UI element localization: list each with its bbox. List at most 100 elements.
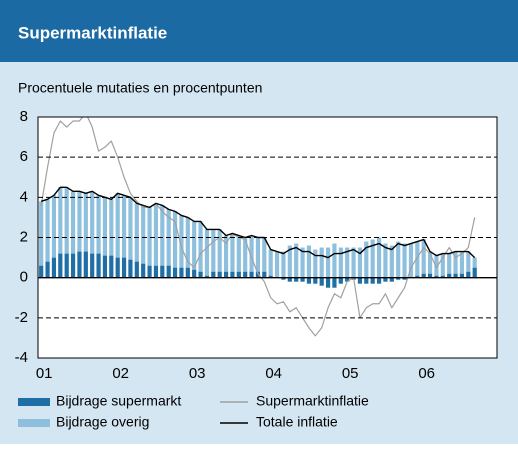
bar <box>70 253 76 278</box>
legend-label: Totale inflatie <box>256 414 338 430</box>
bar <box>128 197 133 260</box>
bar <box>236 271 241 278</box>
bar <box>128 259 133 278</box>
bar <box>466 271 471 278</box>
bar <box>121 195 127 258</box>
bar <box>102 197 108 256</box>
bar <box>345 277 350 282</box>
chart-title: Supermarktinflatie <box>18 23 167 42</box>
legend-label: Bijdrage supermarkt <box>56 393 181 409</box>
y-tick-label: -4 <box>15 349 28 366</box>
bar <box>364 241 369 278</box>
bar <box>83 251 88 278</box>
y-tick-label: 6 <box>20 148 28 165</box>
bar <box>274 251 280 278</box>
bar <box>447 273 452 278</box>
bar <box>281 277 286 280</box>
bar <box>319 247 324 278</box>
line-series <box>40 117 476 337</box>
x-tick-label: 04 <box>265 365 282 382</box>
bar <box>134 203 139 262</box>
bar <box>249 235 254 272</box>
header <box>0 0 518 62</box>
bar <box>153 203 159 266</box>
bar <box>383 277 388 282</box>
bar <box>204 229 210 276</box>
chart-subtitle: Procentuele mutaties en procentpunten <box>18 80 262 96</box>
bar <box>325 277 331 288</box>
bar <box>364 277 369 284</box>
bar <box>90 191 95 254</box>
bar <box>421 273 426 278</box>
bar <box>115 193 120 258</box>
bar <box>160 205 165 266</box>
bar <box>77 251 82 278</box>
x-tick-label: 05 <box>342 365 359 382</box>
bar <box>45 261 50 278</box>
bar <box>396 277 401 280</box>
bar <box>389 277 394 282</box>
bar <box>255 237 261 272</box>
bar <box>287 245 292 278</box>
bar <box>427 251 433 274</box>
bar <box>198 221 203 272</box>
bar <box>39 265 44 278</box>
bar <box>300 277 305 282</box>
legend-swatch <box>18 398 50 406</box>
y-tick-label: 4 <box>20 188 28 205</box>
bar <box>51 257 57 278</box>
bar <box>185 217 190 268</box>
bar <box>172 211 178 268</box>
bar <box>39 201 44 266</box>
bar <box>357 277 363 284</box>
bar <box>249 271 254 278</box>
bar <box>243 271 248 278</box>
bar <box>453 273 458 278</box>
x-tick-label: 02 <box>112 365 129 382</box>
bar <box>64 253 69 278</box>
legend-swatch <box>18 419 50 427</box>
bar <box>141 205 146 264</box>
bar <box>58 187 63 254</box>
bar <box>434 275 439 278</box>
bar <box>96 195 101 254</box>
bar <box>434 255 439 276</box>
bar <box>313 249 318 278</box>
bar <box>268 249 273 276</box>
bar <box>223 271 229 278</box>
bar <box>427 273 433 278</box>
bar <box>185 267 190 278</box>
bar <box>109 255 114 278</box>
bar <box>332 243 337 278</box>
bar <box>338 247 343 278</box>
bar <box>472 257 477 268</box>
bar <box>90 253 95 278</box>
bar <box>198 271 203 278</box>
bar <box>306 245 312 278</box>
bar <box>313 277 318 284</box>
bar <box>121 257 127 278</box>
x-tick-label: 01 <box>36 365 53 382</box>
bar <box>51 195 57 258</box>
bar <box>83 193 88 252</box>
bar <box>204 275 210 278</box>
bar <box>70 191 76 254</box>
bar <box>402 277 407 280</box>
legend-label: Supermarktinflatie <box>256 393 369 409</box>
bar <box>357 247 363 278</box>
bar <box>332 277 337 288</box>
bar <box>319 277 324 286</box>
bar <box>166 265 171 278</box>
bar <box>230 271 235 278</box>
bar <box>447 253 452 274</box>
bar <box>147 265 152 278</box>
bar <box>160 265 165 278</box>
bar <box>223 235 229 272</box>
x-tick-label: 03 <box>189 365 206 382</box>
bar <box>453 251 458 274</box>
plot-frame <box>37 116 498 359</box>
bar <box>459 273 465 278</box>
bar <box>58 253 63 278</box>
